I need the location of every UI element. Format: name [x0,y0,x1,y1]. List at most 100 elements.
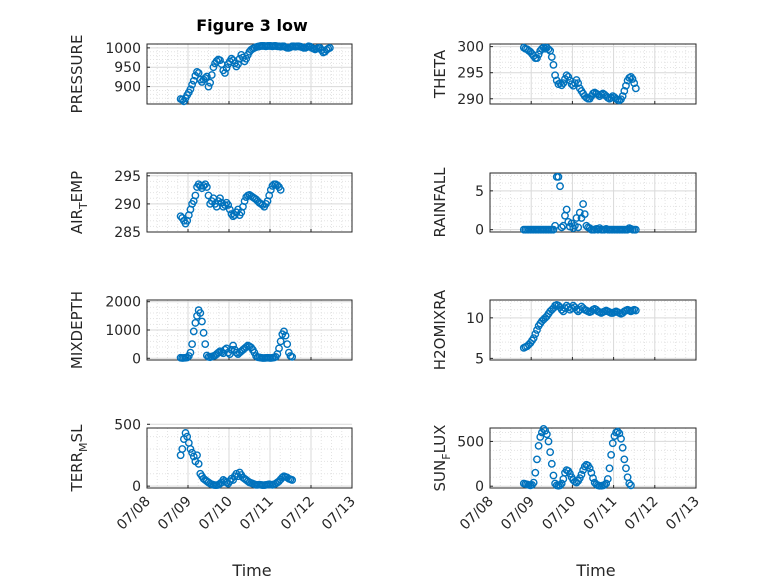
axes-box [146,43,353,105]
x-tick-label: 07/09 [155,494,195,534]
panel-pressure: 900 950 1000 PRESSURE [68,35,353,113]
y-tick-label: 950 [114,60,141,76]
data-point [534,442,543,450]
data-point [631,306,640,315]
series-sun-flux [519,424,635,490]
data-point [631,84,640,93]
data-point [618,92,627,101]
minor-grid [490,173,696,232]
minor-grid [490,428,696,488]
data-point [193,67,201,76]
data-point [630,79,639,88]
data-point [204,82,213,91]
y-axis-label: AIRTEMP [68,171,90,234]
y-axis-label: MIXDEPTH [68,291,86,369]
data-point [562,205,571,214]
y-axis-label: SUNFLUX [431,425,453,492]
data-point [556,79,564,88]
data-point [229,341,238,350]
data-point [631,225,640,234]
x-tick-label: 07/10 [539,494,579,534]
data-point [534,50,543,59]
data-point [288,476,297,484]
y-tick-label: 900 [114,80,141,96]
data-point [266,185,275,194]
data-point [600,480,609,489]
data-point [206,78,215,87]
data-point [222,344,231,353]
data-point [541,426,550,435]
data-point [607,93,616,102]
data-point [557,223,566,232]
data-point [627,72,635,81]
y-tick-label: 5 [475,184,484,200]
x-tick-label: 07/11 [237,494,277,534]
data-point [622,464,630,473]
data-point [544,437,553,446]
data-point [196,309,205,317]
data-point [556,481,564,490]
data-point [275,344,283,353]
data-point [605,464,614,473]
data-point [566,469,574,478]
data-point [585,464,594,473]
data-point [628,75,637,83]
data-point [547,459,556,468]
data-point [617,434,625,443]
data-point [325,43,334,52]
data-point [559,79,568,88]
series-air-temp [176,180,285,228]
data-point [575,474,584,483]
data-point [589,474,597,483]
y-tick-label: 500 [114,417,141,433]
data-point [280,327,288,336]
data-point [209,63,218,72]
y-tick-label: 290 [457,92,484,108]
data-point [191,191,200,200]
series-pressure [176,42,334,106]
data-point [216,194,224,203]
data-point [207,71,216,79]
x-axis-label-right: Time [575,561,615,580]
y-tick-label: 5 [475,351,484,367]
data-point [549,225,558,234]
y-tick-label: 300 [457,40,484,56]
data-point [186,85,195,94]
data-point [627,481,635,490]
x-tick-label: 07/08 [457,494,497,534]
data-point [554,172,563,181]
data-point [557,81,566,90]
panel-theta: 290 295 300 THETA [431,40,697,108]
x-tick-label: 07/10 [196,494,236,534]
data-point [622,81,630,90]
data-point [531,468,540,477]
panel-rainfall: 0 5 RAINFALL [431,167,697,239]
data-point [199,328,208,337]
data-point [222,64,231,72]
data-point [549,471,558,480]
data-point [201,74,210,82]
data-point [603,475,612,483]
x-tick-label: 07/12 [622,494,662,534]
series-h2omixra [519,300,640,352]
y-tick-label: 1000 [105,41,141,57]
y-tick-label: 285 [114,225,141,241]
data-point [618,443,627,452]
data-point [546,448,555,457]
x-tick-label: 07/11 [581,494,621,534]
y-axis-label: RAINFALL [431,167,449,238]
series-terr-msl [176,429,297,490]
data-point [242,343,251,351]
x-tick-label: 07/08 [114,494,154,534]
data-point [202,183,211,191]
data-point [625,479,634,488]
data-point [189,327,198,336]
data-point [602,479,611,488]
data-point [276,337,285,346]
data-point [533,54,541,62]
data-point [579,200,588,208]
data-point [542,430,551,439]
series-rainfall [519,172,640,234]
data-point [572,214,581,222]
